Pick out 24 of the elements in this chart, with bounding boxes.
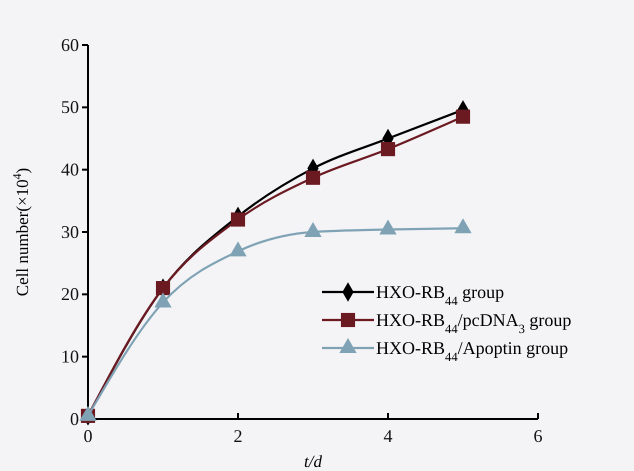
- point: [380, 142, 396, 156]
- x-tick-label: 6: [534, 426, 542, 446]
- point: [454, 218, 472, 234]
- point: [306, 170, 320, 185]
- point: [79, 406, 97, 421]
- y-tick-label: 40: [61, 159, 79, 180]
- point: [229, 241, 247, 256]
- point: [456, 110, 470, 124]
- point: [230, 212, 246, 227]
- y-tick-label: 30: [61, 222, 79, 242]
- y-tick-label: 0: [70, 408, 79, 429]
- legend-label: HXO-RB$_{44}$/Apoptin group: [376, 338, 568, 364]
- x-axis-title: t/d: [304, 452, 322, 471]
- y-tick-label: 60: [61, 34, 79, 55]
- legend-label: HXO-RB$_{44}$ group: [376, 282, 504, 308]
- x-tick-label: 0: [84, 426, 92, 446]
- x-tick-label: 4: [384, 426, 392, 446]
- x-tick-label: 2: [234, 426, 242, 446]
- point: [154, 292, 172, 308]
- y-tick-label: 20: [61, 284, 79, 304]
- y-tick-label: 10: [61, 346, 79, 366]
- legend-label: HXO-RB$_{44}$/pcDNA$_{3}$ group: [376, 310, 572, 336]
- point: [379, 220, 397, 235]
- y-tick-label: 50: [61, 97, 79, 118]
